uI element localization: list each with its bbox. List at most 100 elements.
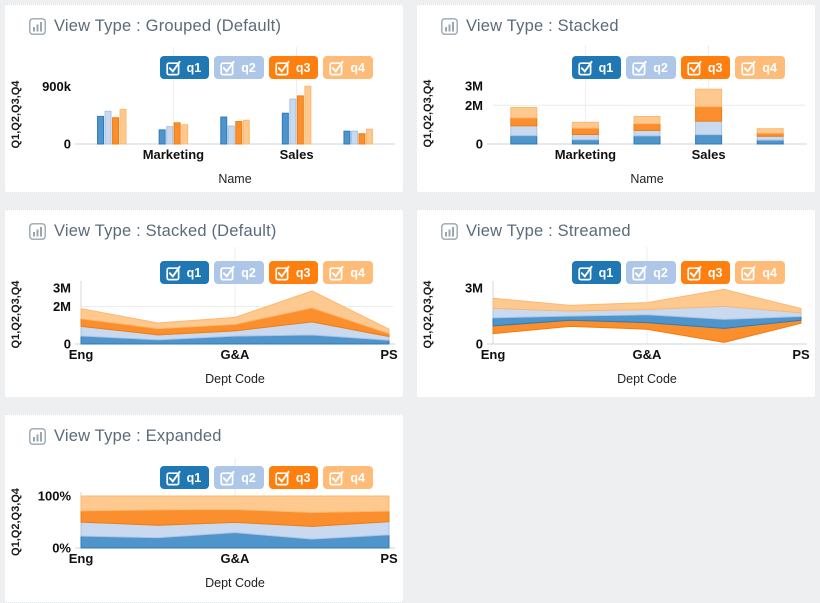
x-tick-label: Sales — [692, 147, 726, 162]
legend-item-q2[interactable]: q2 — [214, 56, 264, 79]
panel-grouped: 900k 0 Q1,Q2,Q3,Q4 Marketing Sales Name View … — [4, 4, 404, 193]
bar-q4[interactable] — [304, 85, 312, 145]
bar-segment-q2[interactable] — [695, 120, 723, 136]
bar-q4[interactable] — [119, 108, 127, 145]
bar-segment-q4[interactable] — [756, 128, 784, 134]
y-tick-label: 0 — [64, 137, 71, 152]
area-q4[interactable] — [492, 288, 802, 314]
bar-segment-q2[interactable] — [756, 135, 784, 141]
bar-segment-q1[interactable] — [756, 139, 784, 145]
bar-q1[interactable] — [281, 112, 289, 145]
legend-item-label: q4 — [762, 265, 777, 280]
y-tick-label: 2M — [53, 299, 71, 314]
bar-segment-q4[interactable] — [510, 106, 538, 119]
chart-canvas[interactable]: 3M 0 Q1,Q2,Q3,Q4 Eng G&A PS Dept Code — [417, 210, 816, 398]
chart-canvas[interactable]: 3M 2M 0 Q1,Q2,Q3,Q4 Marketing Sales Name — [417, 5, 816, 193]
checkbox-checked-icon — [741, 60, 756, 75]
bar-segment-q2[interactable] — [633, 129, 661, 137]
checkbox-checked-icon — [687, 265, 702, 280]
chart-canvas[interactable]: 100% 0% Q1,Q2,Q3,Q4 Eng G&A PS Dept Code — [5, 415, 404, 603]
legend-item-q4[interactable]: q4 — [323, 56, 373, 79]
bar-q2[interactable] — [350, 130, 358, 145]
legend-item-q3[interactable]: q3 — [268, 56, 319, 79]
x-axis-title: Name — [218, 172, 251, 186]
bar-q4[interactable] — [242, 119, 250, 145]
legend-item-q2[interactable]: q2 — [214, 466, 264, 489]
chart-canvas[interactable]: 3M 2M 0 Q1,Q2,Q3,Q4 Eng G&A PS Dept Code — [5, 210, 404, 398]
bar-q3[interactable] — [173, 122, 181, 145]
area-q4[interactable] — [80, 290, 390, 335]
bar-q1[interactable] — [97, 115, 105, 145]
bar-q1[interactable] — [158, 129, 166, 145]
checkbox-checked-icon — [329, 60, 344, 75]
y-tick-label: 3M — [465, 78, 483, 93]
panel-header: View Type : Grouped (Default) — [29, 17, 281, 36]
bar-segment-q1[interactable] — [510, 135, 538, 145]
x-axis-title: Name — [630, 172, 663, 186]
bar-chart-icon — [29, 223, 46, 240]
legend-item-q3[interactable]: q3 — [680, 261, 731, 284]
bar-segment-q2[interactable] — [510, 125, 538, 137]
y-tick-label: 0% — [52, 541, 71, 556]
bar-q4[interactable] — [365, 128, 373, 145]
legend-item-q1[interactable]: q1 — [571, 56, 622, 79]
legend-item-q4[interactable]: q4 — [735, 56, 785, 79]
bar-q1[interactable] — [220, 116, 228, 145]
chart-canvas[interactable]: 900k 0 Q1,Q2,Q3,Q4 Marketing Sales Name — [5, 5, 404, 193]
checkbox-checked-icon — [220, 60, 235, 75]
x-tick-label: Sales — [280, 147, 314, 162]
legend-item-q1[interactable]: q1 — [159, 261, 210, 284]
bar-q2[interactable] — [227, 125, 235, 145]
y-tick-label: 2M — [465, 98, 483, 113]
x-tick-label: PS — [792, 347, 810, 362]
bar-segment-q3[interactable] — [633, 123, 661, 131]
checkbox-checked-icon — [275, 60, 290, 75]
legend-item-q3[interactable]: q3 — [680, 56, 731, 79]
checkbox-checked-icon — [275, 470, 290, 485]
legend-item-label: q2 — [241, 265, 256, 280]
bar-q3[interactable] — [112, 117, 120, 145]
legend-item-q1[interactable]: q1 — [571, 261, 622, 284]
legend-item-q3[interactable]: q3 — [268, 261, 319, 284]
bar-q2[interactable] — [104, 110, 112, 145]
bar-q3[interactable] — [296, 95, 304, 145]
x-axis-title: Dept Code — [205, 372, 265, 386]
bar-segment-q1[interactable] — [695, 134, 723, 145]
legend-item-q4[interactable]: q4 — [323, 261, 373, 284]
legend-item-q1[interactable]: q1 — [159, 466, 210, 489]
bar-segment-q2[interactable] — [571, 134, 599, 141]
area-q4[interactable] — [80, 495, 390, 514]
legend-item-label: q2 — [653, 60, 668, 75]
bar-q2[interactable] — [166, 126, 174, 145]
checkbox-checked-icon — [165, 60, 181, 75]
legend-item-q3[interactable]: q3 — [268, 466, 319, 489]
y-tick-label: 3M — [53, 280, 71, 295]
bar-segment-q1[interactable] — [571, 139, 599, 145]
panel-title: View Type : Expanded — [54, 427, 222, 445]
y-axis-title: Q1,Q2,Q3,Q4 — [422, 79, 434, 148]
legend-item-q2[interactable]: q2 — [626, 56, 676, 79]
bar-segment-q3[interactable] — [510, 117, 538, 127]
legend-item-q4[interactable]: q4 — [735, 261, 785, 284]
bar-q4[interactable] — [181, 124, 189, 145]
bar-segment-q4[interactable] — [633, 116, 661, 125]
bar-segment-q4[interactable] — [571, 121, 599, 129]
legend-item-q1[interactable]: q1 — [159, 56, 210, 79]
bar-chart-icon — [29, 428, 46, 445]
bar-q3[interactable] — [358, 133, 366, 145]
legend-item-label: q2 — [241, 470, 256, 485]
legend-item-q2[interactable]: q2 — [214, 261, 264, 284]
bar-q1[interactable] — [343, 130, 351, 145]
bar-q2[interactable] — [289, 98, 297, 145]
legend-item-q2[interactable]: q2 — [626, 261, 676, 284]
panel-title: View Type : Streamed — [466, 222, 631, 240]
x-tick-label: Marketing — [555, 147, 616, 162]
bar-q3[interactable] — [235, 121, 243, 145]
x-axis-title: Dept Code — [205, 576, 265, 590]
bar-segment-q3[interactable] — [571, 127, 599, 136]
legend-item-q4[interactable]: q4 — [323, 466, 373, 489]
bar-segment-q4[interactable] — [695, 88, 723, 108]
bar-segment-q3[interactable] — [695, 106, 723, 122]
bar-segment-q1[interactable] — [633, 135, 661, 145]
panel-stacked-area: 3M 2M 0 Q1,Q2,Q3,Q4 Eng G&A PS Dept Code View T… — [4, 209, 404, 398]
